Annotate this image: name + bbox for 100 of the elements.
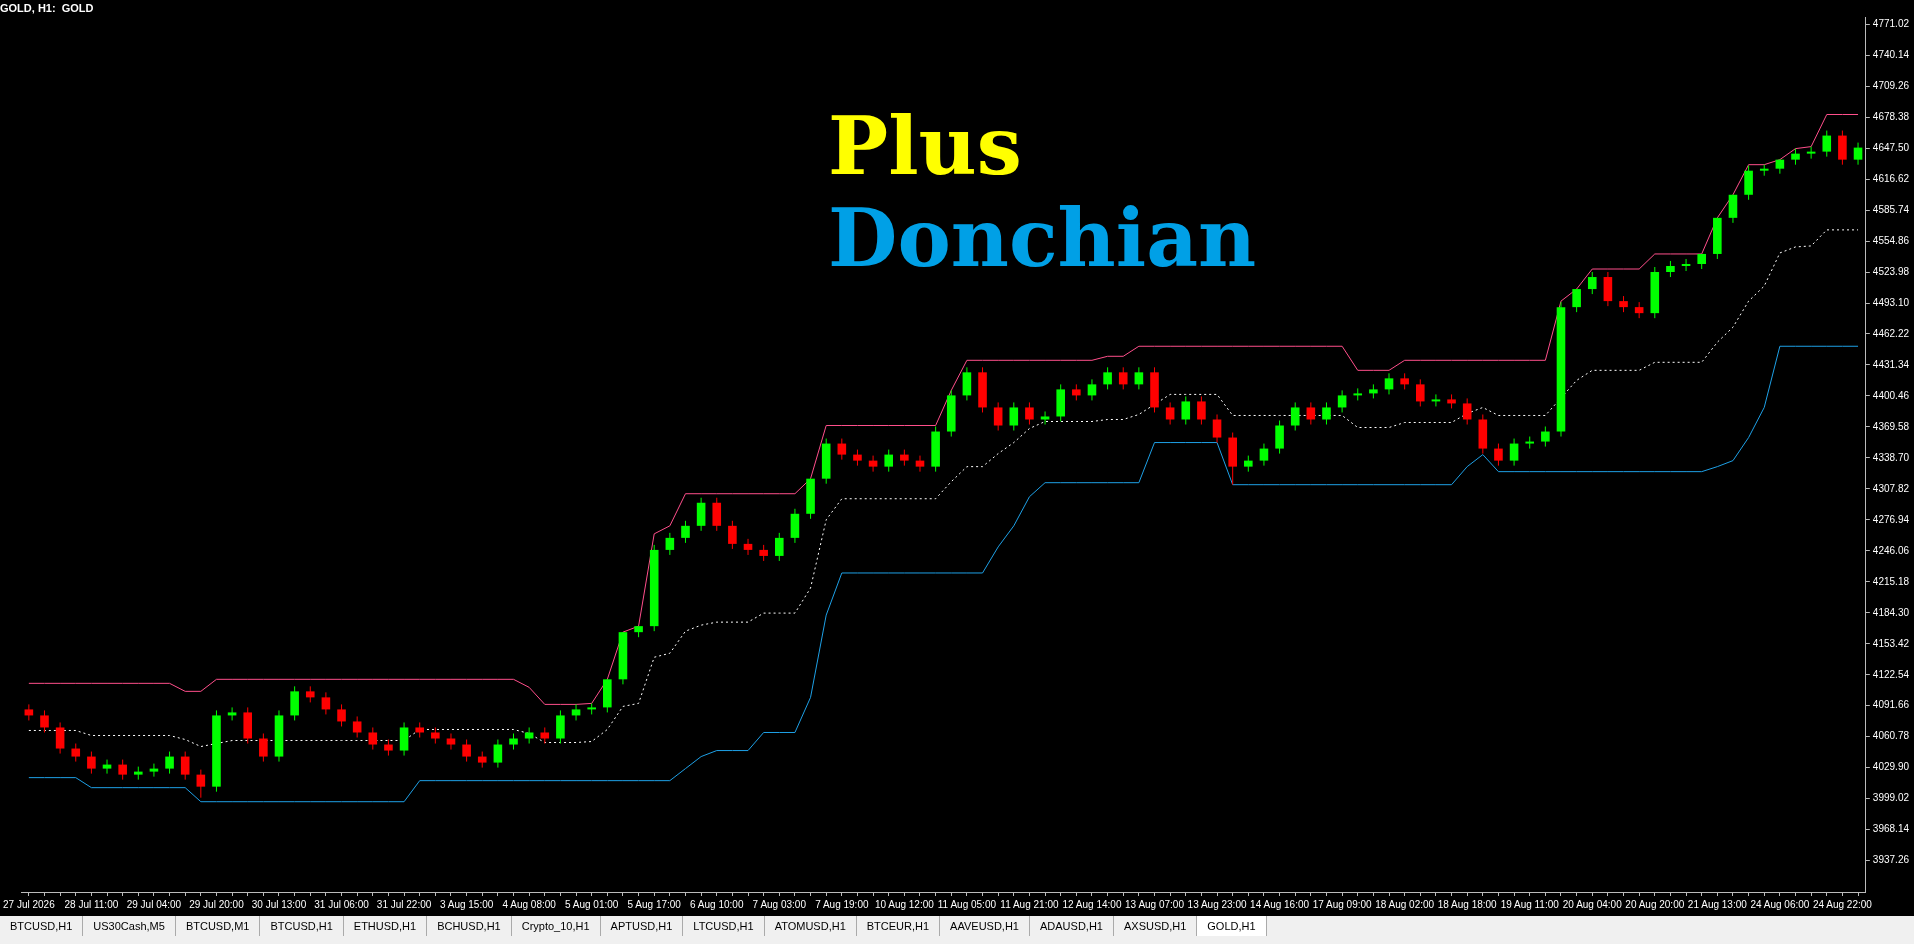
candlestick [728, 520, 737, 550]
candlestick [556, 709, 565, 745]
x-tick-label: 13 Aug 07:00 [1125, 898, 1185, 910]
candlestick [1728, 194, 1738, 224]
x-tick-label: 27 Jul 2026 [3, 898, 56, 910]
y-tick-label: 4060.78 [1872, 730, 1910, 742]
candlestick [227, 706, 237, 721]
y-tick-label: 4029.90 [1872, 761, 1910, 773]
candlestick [915, 455, 925, 473]
candlestick [1118, 366, 1128, 390]
y-tick-label: 4246.06 [1872, 544, 1910, 556]
annotation: Donchian [828, 191, 1257, 285]
candlestick [180, 751, 190, 781]
candlestick [1572, 288, 1581, 313]
y-tick-label: 4771.02 [1872, 17, 1910, 29]
candlestick [1134, 366, 1144, 390]
x-tick-label: 21 Aug 13:00 [1687, 898, 1748, 910]
y-tick-label: 4338.70 [1872, 451, 1910, 463]
x-tick-label: 29 Jul 20:00 [189, 898, 245, 910]
candlestick [196, 769, 206, 799]
candlestick [1197, 395, 1206, 425]
x-tick-label: 6 Aug 10:00 [690, 898, 744, 910]
candlestick [368, 726, 378, 751]
y-tick-label: 3937.26 [1872, 854, 1910, 866]
candlestick [55, 721, 65, 755]
candlestick [1212, 413, 1222, 444]
candlestick [1384, 372, 1394, 395]
x-tick-label: 30 Jul 13:00 [251, 898, 307, 910]
y-tick-label: 4616.62 [1872, 172, 1910, 184]
candlestick [446, 732, 456, 751]
x-tick-label: 18 Aug 18:00 [1437, 898, 1498, 910]
candlestick [87, 751, 96, 775]
candlestick [1337, 389, 1347, 413]
candlestick [40, 709, 49, 733]
x-tick-label: 5 Aug 17:00 [627, 898, 682, 910]
x-tick-label: 10 Aug 12:00 [874, 898, 935, 910]
y-tick-label: 4122.54 [1872, 668, 1910, 680]
candlestick [681, 520, 690, 544]
x-tick-label: 19 Aug 11:00 [1500, 898, 1560, 910]
candlestick [1103, 366, 1112, 390]
candlestick [1806, 146, 1816, 160]
y-tick-label: 4554.86 [1872, 234, 1910, 246]
candlestick [1322, 401, 1331, 425]
candlestick [118, 759, 127, 781]
x-tick-label: 7 Aug 19:00 [815, 898, 869, 910]
x-tick-label: 31 Jul 06:00 [314, 898, 370, 910]
x-tick-label: 12 Aug 14:00 [1062, 898, 1122, 910]
x-tick-label: 14 Aug 16:00 [1250, 898, 1310, 910]
x-tick-label: 20 Aug 04:00 [1562, 898, 1623, 910]
x-tick-label: 11 Aug 05:00 [937, 898, 997, 910]
y-tick-label: 3968.14 [1872, 823, 1910, 835]
candlestick [1165, 401, 1175, 425]
candlestick [352, 715, 362, 739]
x-tick-label: 11 Aug 21:00 [1000, 898, 1059, 910]
x-tick-label: 4 Aug 08:00 [502, 898, 557, 910]
candlestick [696, 497, 706, 532]
x-tick-label: 5 Aug 01:00 [564, 898, 619, 910]
candlestick [1025, 401, 1034, 425]
x-tick-label: 24 Aug 06:00 [1750, 898, 1810, 910]
x-tick-label: 28 Jul 11:00 [64, 898, 119, 910]
chart-title: GOLD, H1: GOLD [0, 1, 94, 14]
candlestick [1431, 393, 1441, 407]
candlestick [259, 732, 268, 763]
x-tick-label: 20 Aug 20:00 [1625, 898, 1685, 910]
x-tick-label: 17 Aug 09:00 [1312, 898, 1373, 910]
candlestick [165, 751, 174, 775]
symbol-tab: GOLD,H1 [1197, 916, 1267, 936]
candlestick [1275, 419, 1284, 455]
candlestick [524, 726, 534, 745]
y-tick-label: 4493.10 [1872, 296, 1910, 308]
candlestick [1509, 438, 1519, 467]
candlestick [712, 497, 722, 532]
y-tick-label: 4091.66 [1872, 699, 1910, 711]
candlestick [837, 438, 847, 461]
candlestick [1009, 401, 1019, 432]
candlestick [1259, 443, 1269, 467]
x-tick-label: 7 Aug 03:00 [752, 898, 807, 910]
candlestick [24, 703, 34, 721]
candlestick [1541, 426, 1550, 448]
candlestick [1415, 378, 1425, 407]
y-tick-label: 4678.38 [1872, 110, 1910, 122]
candlestick [1822, 130, 1832, 158]
y-tick-label: 4184.30 [1872, 606, 1910, 618]
candlestick [1290, 401, 1300, 432]
y-tick-label: 3999.02 [1872, 792, 1910, 804]
candlestick [1587, 271, 1597, 295]
candlestick [962, 366, 972, 401]
candlestick [884, 449, 894, 473]
candlestick [1853, 142, 1863, 166]
y-tick-label: 4709.26 [1872, 79, 1910, 91]
candlestick [149, 763, 159, 778]
x-tick-label: 31 Jul 22:00 [376, 898, 432, 910]
x-tick-label: 24 Aug 22:00 [1812, 898, 1873, 910]
x-tick-label: 29 Jul 04:00 [126, 898, 182, 910]
candlestick [462, 739, 471, 763]
y-tick-label: 4153.42 [1872, 637, 1910, 649]
candlestick [71, 743, 81, 763]
candlestick [102, 759, 112, 775]
annotation: Plus [828, 99, 1022, 193]
y-tick-label: 4462.22 [1872, 327, 1910, 339]
